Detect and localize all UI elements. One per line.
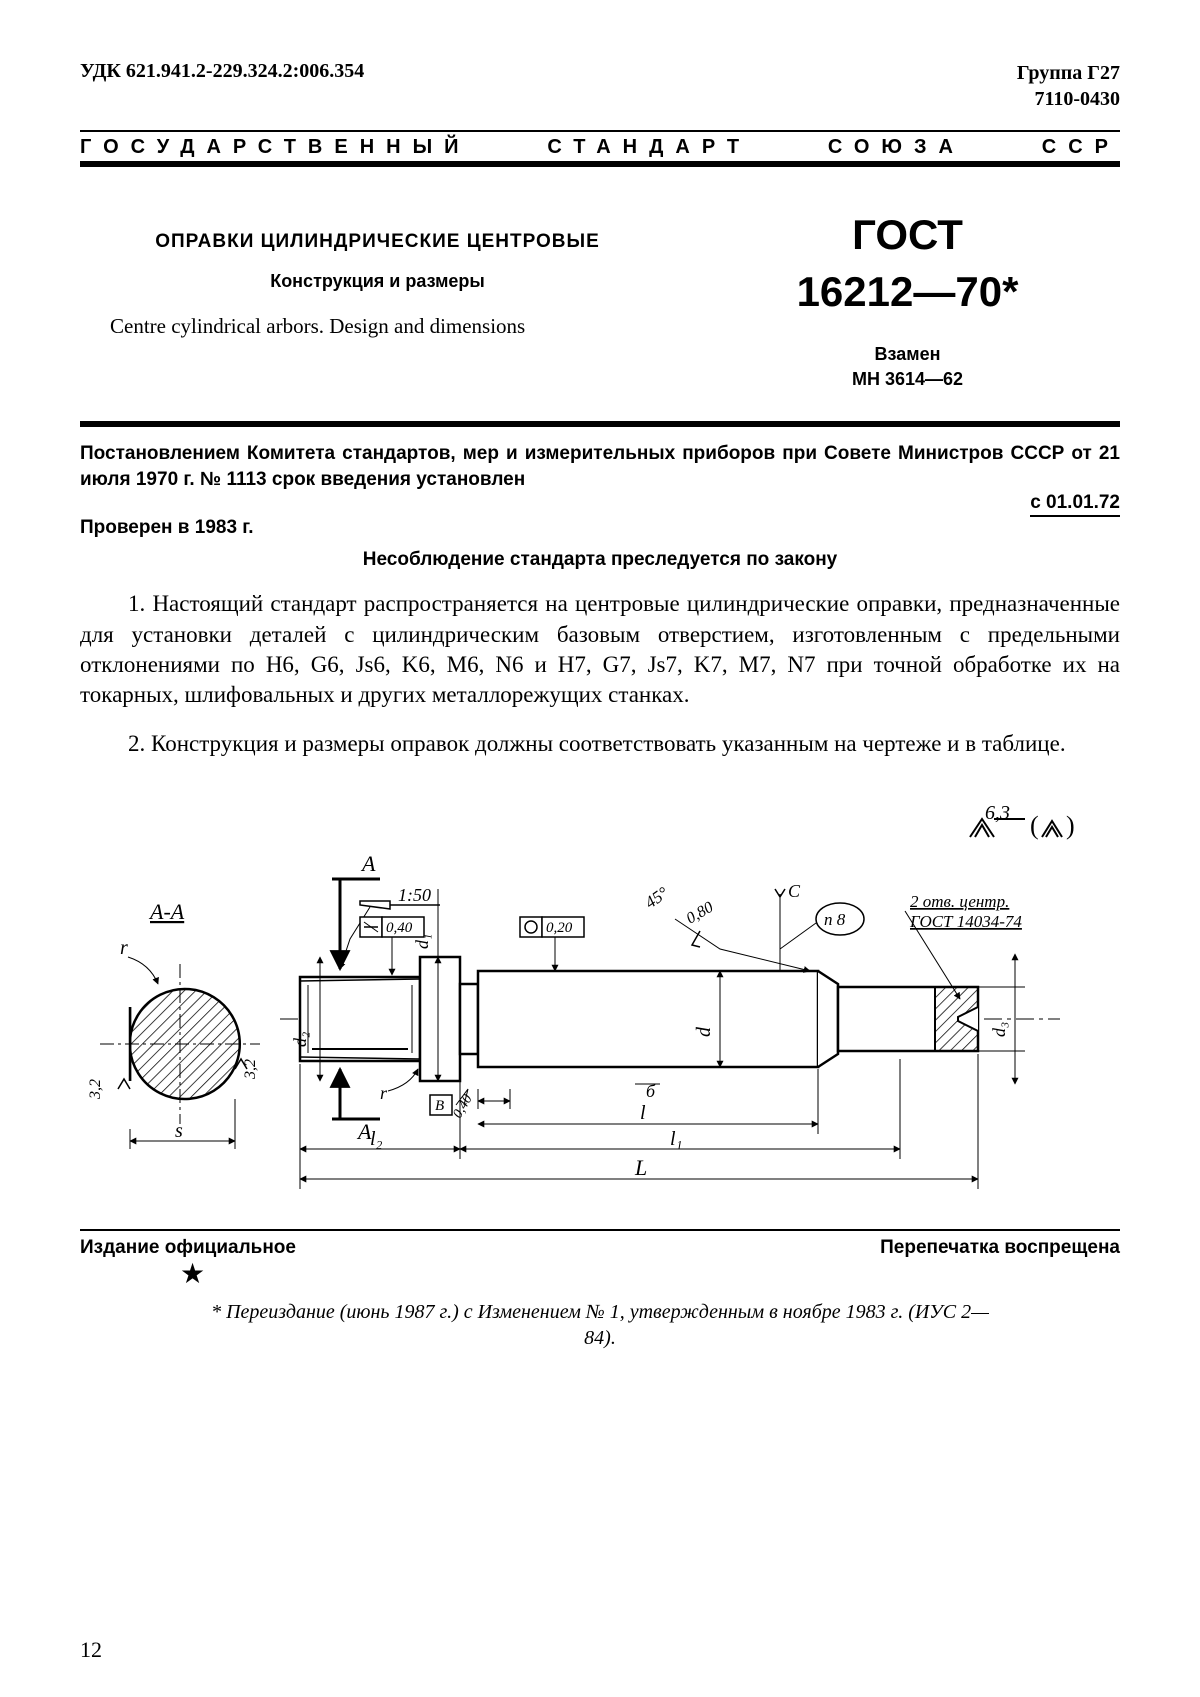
supersedes: Взамен МН 3614—62	[695, 342, 1120, 391]
r-left: r	[120, 937, 128, 959]
gost-word: ГОСТ	[852, 211, 963, 258]
dim-d1: d₁	[412, 934, 432, 949]
star-mark: ★	[80, 1257, 1120, 1291]
section-arrow-A: А	[332, 851, 380, 969]
rule-top-thick	[80, 161, 1120, 167]
rough-paren-open: (	[1030, 811, 1039, 840]
angle45: 45°	[641, 883, 672, 912]
title-ru: ОПРАВКИ ЦИЛИНДРИЧЕСКИЕ ЦЕНТРОВЫЕ	[80, 231, 675, 253]
supersedes-word: Взамен	[875, 344, 941, 364]
C-mark: C	[788, 881, 801, 901]
dim-d2: d₂	[290, 1032, 310, 1047]
title-block: ОПРАВКИ ЦИЛИНДРИЧЕСКИЕ ЦЕНТРОВЫЕ Констру…	[80, 207, 1120, 391]
dim-l2: l₂	[370, 1128, 383, 1150]
roughness-symbol-top: 6,3 ( )	[970, 802, 1075, 840]
checked-year: Проверен в 1983 г.	[80, 517, 1120, 539]
decree-text: Постановлением Комитета стандартов, мер …	[80, 441, 1120, 492]
title-left: ОПРАВКИ ЦИЛИНДРИЧЕСКИЕ ЦЕНТРОВЫЕ Констру…	[80, 207, 695, 391]
rule-mid-thick	[80, 421, 1120, 427]
n8: n 8	[824, 910, 846, 929]
header-row: УДК 621.941.2-229.324.2:006.354 Группа Г…	[80, 60, 1120, 112]
gdt-020: 0,20	[520, 917, 584, 971]
rough-32a: 3,2	[87, 1079, 104, 1100]
note-l1: 2 отв. центр.	[910, 892, 1009, 911]
dim-l: l	[640, 1102, 646, 1124]
title-right: ГОСТ 16212—70* Взамен МН 3614—62	[695, 207, 1120, 391]
arrow-A-label: А	[360, 851, 376, 876]
banner-text: ГОСУДАРСТВЕННЫЙ СТАНДАРТ СОЮЗА ССР	[80, 132, 1120, 161]
decree-date: с 01.01.72	[1030, 492, 1120, 517]
gost-label: ГОСТ 16212—70*	[695, 207, 1120, 320]
dim-d: d	[693, 1026, 715, 1037]
dim-d3: d₃	[989, 1022, 1009, 1037]
section-label: А-А	[148, 899, 185, 924]
group-code: Группа Г27	[1017, 60, 1120, 86]
footer-row: Издание официальное Перепечатка воспреще…	[80, 1237, 1120, 1259]
q80: 0,80	[684, 899, 717, 928]
part-code: 7110-0430	[1017, 86, 1120, 112]
footnote: * Переиздание (июнь 1987 г.) с Изменение…	[80, 1299, 1120, 1351]
no-reprint: Перепечатка воспрещена	[880, 1237, 1120, 1259]
rule-footer	[80, 1229, 1120, 1231]
drawing-svg: 6,3 ( ) А-А 3,2 3,2 s r	[80, 789, 1120, 1229]
rough-63: 6,3	[985, 802, 1010, 824]
B-mark: В	[435, 1098, 444, 1114]
tol040b: 0,40	[450, 1092, 475, 1121]
taper-label: 1:50	[398, 885, 431, 905]
udk-code: УДК 621.941.2-229.324.2:006.354	[80, 60, 364, 112]
dim-l1: l₁	[670, 1128, 683, 1150]
tol020: 0,20	[546, 920, 573, 936]
subtitle-ru: Конструкция и размеры	[80, 271, 675, 292]
main-view: А А 1:50 0,40 d₁ 0,20	[280, 851, 1060, 1189]
title-en: Centre cylindrical arbors. Design and di…	[80, 314, 675, 339]
gost-number: 16212—70*	[797, 268, 1019, 315]
law-warning: Несоблюдение стандарта преследуется по з…	[80, 549, 1120, 571]
rough-32b: 3,2	[242, 1059, 259, 1080]
rough-paren-close: )	[1066, 811, 1075, 840]
tol040: 0,40	[386, 920, 413, 936]
edition-official: Издание официальное	[80, 1237, 296, 1259]
dim-L: L	[634, 1155, 647, 1180]
header-right: Группа Г27 7110-0430	[1017, 60, 1120, 112]
dim-s: s	[175, 1120, 183, 1142]
section-view: А-А 3,2 3,2 s r	[87, 899, 260, 1149]
paragraph-2: 2. Конструкция и размеры оправок должны …	[80, 729, 1120, 759]
page-number: 12	[80, 1637, 102, 1663]
technical-drawing: 6,3 ( ) А-А 3,2 3,2 s r	[80, 789, 1120, 1229]
r-mid: r	[380, 1083, 388, 1103]
supersedes-num: МН 3614—62	[852, 369, 963, 389]
note-l2: ГОСТ 14034-74	[909, 912, 1022, 931]
paragraph-1: 1. Настоящий стандарт распространяется н…	[80, 589, 1120, 710]
